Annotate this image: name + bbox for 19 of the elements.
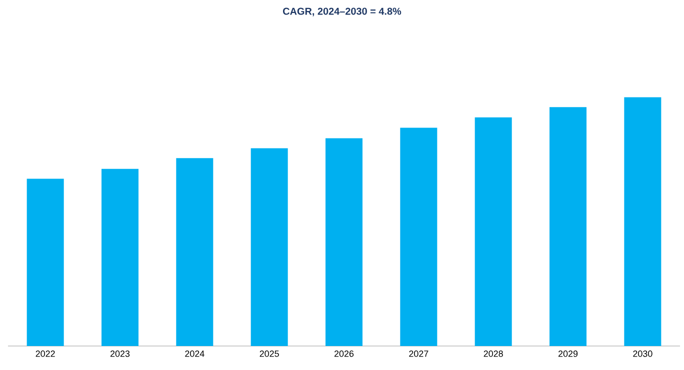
chart-title: CAGR, 2024–2030 = 4.8% [283,8,402,16]
bar [26,178,64,346]
x-tick-label: 2024 [185,350,204,357]
bar [102,168,138,346]
x-tick-label: 2027 [409,350,428,357]
bar [550,107,587,346]
x-tick-label: 2023 [110,350,130,357]
x-tick-label: 2030 [633,350,652,357]
bar [176,158,214,346]
bar [624,97,662,346]
x-tick-label: 2022 [36,350,55,357]
x-tick-label: 2028 [484,350,503,357]
x-tick-label: 2026 [334,350,354,357]
x-tick-label: 2025 [260,350,279,357]
bar [474,117,512,346]
bar [326,138,363,346]
x-tick-label: 2029 [558,350,578,357]
bar [400,128,438,346]
bar [250,148,288,346]
